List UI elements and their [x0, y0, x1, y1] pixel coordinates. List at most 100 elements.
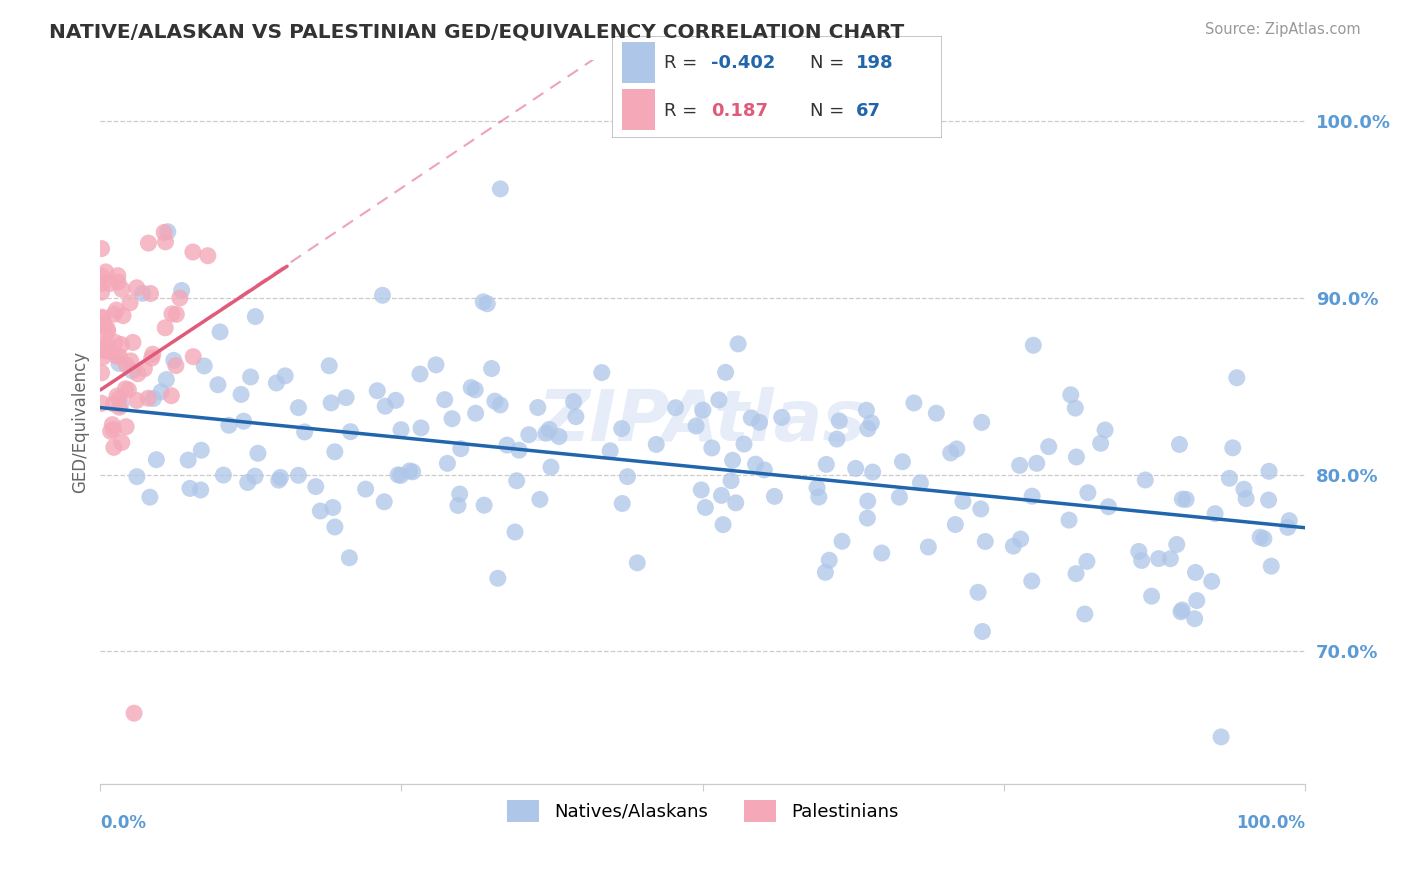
Point	[1260, 559, 1282, 574]
Point	[138, 236, 160, 251]
Point	[134, 361, 156, 376]
Point	[141, 351, 163, 365]
Text: -0.402: -0.402	[710, 54, 775, 72]
Point	[1147, 551, 1170, 566]
Point	[754, 463, 776, 477]
Point	[103, 441, 125, 455]
Point	[481, 361, 503, 376]
Point	[387, 467, 409, 482]
Point	[505, 474, 527, 488]
Point	[105, 349, 128, 363]
Point	[212, 468, 235, 483]
Point	[153, 226, 176, 240]
Point	[101, 417, 124, 432]
Point	[111, 282, 134, 296]
Point	[925, 406, 948, 420]
Point	[441, 411, 464, 425]
Point	[770, 410, 793, 425]
Point	[401, 465, 423, 479]
Point	[562, 394, 585, 409]
Point	[1209, 730, 1232, 744]
Text: 0.187: 0.187	[710, 102, 768, 120]
Point	[1277, 520, 1299, 534]
Point	[100, 277, 122, 291]
Point	[1057, 513, 1080, 527]
Point	[209, 325, 232, 339]
Point	[967, 585, 990, 599]
Point	[90, 396, 112, 410]
Point	[236, 475, 259, 490]
Point	[91, 311, 114, 326]
Point	[695, 500, 717, 515]
Point	[952, 494, 974, 508]
Point	[169, 291, 191, 305]
Point	[616, 469, 638, 483]
Point	[105, 389, 128, 403]
Point	[870, 546, 893, 560]
Point	[103, 423, 125, 437]
Point	[1184, 566, 1206, 580]
Point	[104, 335, 127, 350]
Point	[1140, 589, 1163, 603]
Point	[179, 482, 201, 496]
Y-axis label: GED/Equivalency: GED/Equivalency	[72, 351, 89, 492]
Point	[145, 452, 167, 467]
Point	[91, 337, 114, 351]
Point	[1249, 530, 1271, 544]
Point	[714, 365, 737, 379]
Point	[97, 343, 120, 358]
Point	[1021, 574, 1043, 588]
Point	[155, 373, 177, 387]
Point	[389, 468, 412, 483]
Point	[111, 435, 134, 450]
Point	[139, 286, 162, 301]
Text: ZIPAtlas: ZIPAtlas	[538, 387, 868, 456]
Point	[142, 347, 165, 361]
Point	[724, 496, 747, 510]
Point	[91, 310, 114, 325]
Point	[1166, 537, 1188, 551]
Point	[814, 566, 837, 580]
Point	[472, 294, 495, 309]
Point	[398, 464, 420, 478]
Point	[107, 268, 129, 283]
Text: Source: ZipAtlas.com: Source: ZipAtlas.com	[1205, 22, 1361, 37]
Point	[626, 556, 648, 570]
Point	[1021, 489, 1043, 503]
Point	[508, 443, 530, 458]
Point	[366, 384, 388, 398]
Point	[371, 288, 394, 302]
Point	[825, 432, 848, 446]
Point	[384, 393, 406, 408]
Point	[294, 425, 316, 439]
Point	[1201, 574, 1223, 589]
Point	[599, 443, 621, 458]
Point	[548, 429, 571, 443]
Point	[160, 389, 183, 403]
Point	[1204, 507, 1226, 521]
Point	[335, 391, 357, 405]
Point	[107, 275, 129, 289]
Point	[305, 480, 328, 494]
Point	[337, 550, 360, 565]
Point	[1218, 471, 1240, 485]
Point	[125, 281, 148, 295]
Bar	[621, 89, 655, 130]
Point	[1008, 458, 1031, 473]
Point	[98, 344, 121, 359]
Point	[700, 441, 723, 455]
Point	[1128, 544, 1150, 558]
Point	[165, 307, 187, 321]
Point	[1064, 401, 1087, 415]
Point	[1097, 500, 1119, 514]
Point	[160, 307, 183, 321]
Point	[917, 540, 939, 554]
Point	[910, 475, 932, 490]
Text: 198: 198	[856, 54, 894, 72]
Point	[1002, 539, 1025, 553]
Point	[1253, 532, 1275, 546]
Point	[855, 403, 877, 417]
Point	[90, 242, 112, 256]
Point	[136, 391, 159, 405]
Point	[733, 437, 755, 451]
